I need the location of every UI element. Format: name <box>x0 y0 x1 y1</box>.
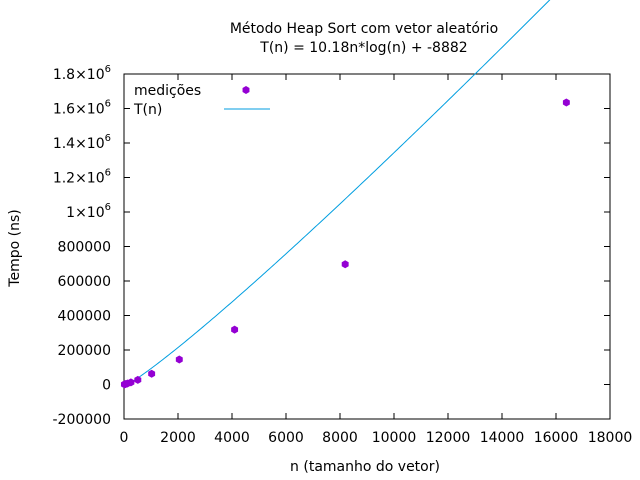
x-tick-label: 16000 <box>534 430 579 446</box>
data-point <box>341 260 349 269</box>
y-axis: -200000 0 200000 400000 600000 800000 1×106 1.2… <box>53 64 610 428</box>
x-tick-label: 4000 <box>214 430 250 446</box>
data-point <box>231 325 239 334</box>
x-tick-label: 0 <box>120 430 129 446</box>
legend-label-tn: T(n) <box>133 102 162 118</box>
data-point <box>127 378 135 387</box>
y-tick-label: 600000 <box>58 274 111 290</box>
x-tick-label: 2000 <box>160 430 196 446</box>
x-tick-label: 8000 <box>322 430 358 446</box>
legend-label-medicoes: medições <box>134 83 201 99</box>
y-tick-label: 0 <box>102 378 111 394</box>
y-tick-label: 400000 <box>58 309 111 325</box>
y-tick-label: 1.8×106 <box>53 64 111 83</box>
x-tick-label: 14000 <box>480 430 525 446</box>
plot-frame <box>123 73 611 420</box>
chart-subtitle: T(n) = 10.18n*log(n) + -8882 <box>259 40 467 56</box>
data-point <box>562 98 570 107</box>
data-point <box>148 369 156 378</box>
y-tick-label: 1.6×106 <box>53 99 111 118</box>
y-tick-label: 1×106 <box>66 202 111 221</box>
x-tick-label: 18000 <box>588 430 633 446</box>
legend-marker-medicoes <box>242 86 250 94</box>
chart-titles: Método Heap Sort com vetor aleatório T(n… <box>230 21 498 56</box>
y-tick-label: 800000 <box>58 240 111 256</box>
plot-area <box>120 0 570 389</box>
data-point <box>175 355 183 364</box>
x-tick-label: 6000 <box>268 430 304 446</box>
x-axis-label: n (tamanho do vetor) <box>290 459 440 475</box>
y-tick-label: 1.2×106 <box>53 168 111 187</box>
y-tick-label: 1.4×106 <box>53 133 111 152</box>
x-tick-label: 12000 <box>426 430 471 446</box>
y-axis-label: Tempo (ns) <box>7 209 23 287</box>
x-tick-label: 10000 <box>372 430 417 446</box>
y-tick-label: -200000 <box>53 412 112 428</box>
chart-title: Método Heap Sort com vetor aleatório <box>230 21 498 37</box>
data-point <box>134 375 142 384</box>
y-tick-label: 200000 <box>58 343 111 359</box>
fit-line-tn <box>124 0 551 387</box>
legend: medições T(n) <box>133 83 270 118</box>
x-axis: 0 2000 4000 6000 8000 10000 12000 14000 16000 180… <box>120 74 633 446</box>
